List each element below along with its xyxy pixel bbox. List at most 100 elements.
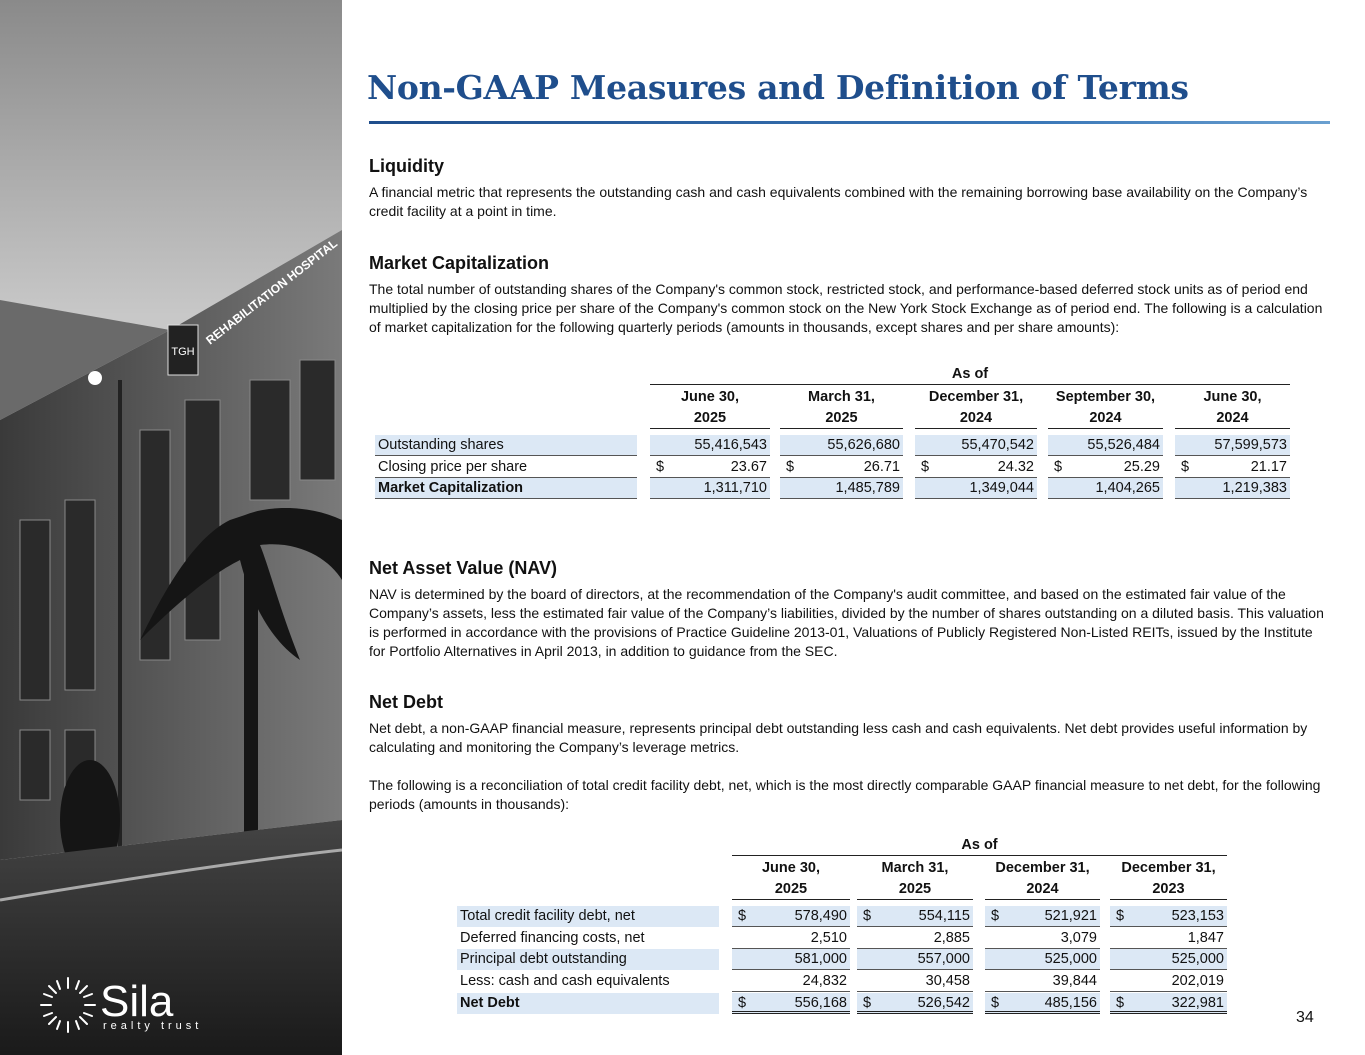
cell-value: 3,079 [1060,929,1097,946]
cell-value: 24,832 [802,973,847,990]
column-header: 2024 [1175,408,1290,429]
cell-value: 525,000 [1171,951,1224,968]
currency-sign: $ [656,458,665,475]
cell-value: 202,019 [1171,973,1224,990]
cell-background [915,435,1037,456]
cell-background [1175,457,1290,478]
cell-background [857,906,973,927]
currency-sign: $ [1054,458,1063,475]
cell-background [732,928,850,949]
cell-background [1175,435,1290,456]
column-header: 2024 [985,879,1100,900]
currency-sign: $ [863,908,872,924]
cover-photo: TGH REHABILITATION HOSPITAL Sila realty … [0,0,342,1055]
cell-value: 526,542 [917,994,970,1011]
cell-background [857,928,973,949]
logo-mark [40,977,96,1033]
cell-value: 55,526,484 [1087,437,1160,453]
row-label: Market Capitalization [375,478,637,500]
cell-value: 1,311,710 [703,480,767,497]
logo-name: Sila [100,977,174,1026]
cell-value: 23.67 [730,458,767,475]
column-header: 2025 [650,408,770,429]
column-header: June 30, [761,860,821,876]
currency-sign: $ [863,994,872,1011]
currency-sign: $ [738,908,747,924]
cell-value: 523,153 [1171,908,1224,924]
column-header: March 31, [808,389,875,405]
cell-background [1048,478,1163,500]
column-header: June 30, [1203,389,1262,405]
cell-value: 39,844 [1052,973,1097,990]
paragraph: The following is a reconciliation of tot… [369,777,1321,812]
column-header: 2025 [857,879,973,900]
row-label: Deferred financing costs, net [460,929,645,946]
table-group-header: As of [732,835,1227,856]
column-header: 2025 [732,879,850,900]
cell-value: 1,847 [1187,929,1224,946]
currency-sign: $ [786,458,795,475]
section: Net Debt Net debt, a non-GAAP financial … [369,692,1324,814]
cell-value: 55,626,680 [827,437,900,453]
row-label: Closing price per share [375,457,637,478]
paragraph: A financial metric that represents the o… [369,184,1308,219]
cell-background [857,949,973,971]
section-heading: Market Capitalization [369,253,550,273]
cell-value: 557,000 [917,951,970,968]
cell-background [1048,435,1163,456]
table-group-header: As of [650,364,1290,385]
cell-value: 21.17 [1250,458,1287,475]
section: Net Asset Value (NAV) NAV is determined … [369,558,1324,661]
cell-background [650,435,770,456]
cell-value: 1,485,789 [835,480,900,497]
cell-background [1110,992,1227,1014]
section: Liquidity A financial metric that repres… [369,156,1324,221]
column-header: March 31, [881,860,949,876]
currency-sign: $ [991,908,1000,924]
cell-value: 55,416,543 [694,437,767,453]
column-header: 2024 [1048,408,1163,429]
section: Market Capitalization The total number o… [369,253,1324,337]
cell-value: 578,490 [794,908,847,924]
cell-background [732,949,850,971]
column-header: December 31, [1121,860,1216,876]
row-label: Principal debt outstanding [457,949,719,971]
sign-badge: TGH [171,346,194,358]
cell-background [985,928,1100,949]
cell-background [985,992,1100,1014]
cell-value: 556,168 [794,994,847,1011]
page-number: 34 [1296,1009,1314,1026]
paragraph: Net debt, a non-GAAP financial measure, … [369,720,1308,755]
row-label: Outstanding shares [375,435,637,456]
row-label: Total credit facility debt, net [457,906,719,927]
currency-sign: $ [921,458,930,475]
cell-background [650,457,770,478]
cell-value: 322,981 [1171,994,1224,1011]
page-title: Non-GAAP Measures and Definition of Term… [367,68,1189,107]
row-label: Less: cash and cash equivalents [460,973,670,990]
paragraph: NAV is determined by the board of direct… [369,586,1324,659]
cell-value: 581,000 [794,951,847,968]
cell-background [985,949,1100,971]
logo-tagline: realty trust [103,1020,202,1032]
cell-value: 26.71 [863,458,900,475]
cell-background [1175,478,1290,500]
column-header: December 31, [928,389,1024,405]
cell-background [780,435,903,456]
cell-background [732,971,850,993]
column-header: December 31, [995,860,1090,876]
cell-background [1110,906,1227,927]
cell-background [857,971,973,993]
cell-value: 521,921 [1044,908,1097,924]
column-header: 2025 [780,408,903,429]
paragraph: The total number of outstanding shares o… [369,281,1323,335]
column-header: 2024 [915,408,1037,429]
cell-value: 2,510 [810,929,847,946]
cell-value: 57,599,573 [1214,437,1287,453]
currency-sign: $ [1116,994,1125,1011]
cell-background [732,906,850,927]
cell-value: 1,219,383 [1222,480,1287,497]
cell-background [650,478,770,500]
currency-sign: $ [1181,458,1190,475]
